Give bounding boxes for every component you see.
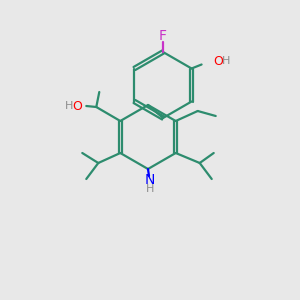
Text: H: H (222, 56, 230, 67)
Text: H: H (65, 101, 74, 111)
Text: O: O (214, 55, 224, 68)
Text: N: N (145, 173, 155, 187)
Text: F: F (159, 29, 167, 43)
Text: O: O (72, 100, 82, 112)
Text: H: H (146, 184, 154, 194)
